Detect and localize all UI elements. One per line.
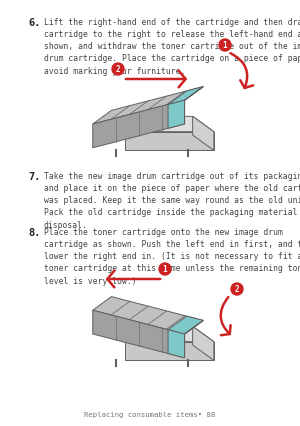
Text: Lift the right-hand end of the cartridge and then draw the
cartridge to the righ: Lift the right-hand end of the cartridge… bbox=[44, 18, 300, 75]
Text: 2: 2 bbox=[235, 285, 239, 294]
Text: 7.: 7. bbox=[28, 172, 40, 181]
Polygon shape bbox=[93, 101, 184, 148]
Circle shape bbox=[231, 283, 243, 295]
Polygon shape bbox=[124, 132, 214, 151]
Polygon shape bbox=[184, 321, 203, 358]
Text: 6.: 6. bbox=[28, 18, 40, 28]
Polygon shape bbox=[168, 317, 203, 334]
Text: 1: 1 bbox=[163, 265, 167, 274]
Polygon shape bbox=[93, 297, 203, 334]
Text: 2: 2 bbox=[116, 65, 120, 74]
Circle shape bbox=[112, 64, 124, 76]
Text: Replacing consumable items• 88: Replacing consumable items• 88 bbox=[84, 411, 216, 417]
Text: 1: 1 bbox=[223, 41, 227, 50]
Polygon shape bbox=[103, 117, 214, 132]
Text: Place the toner cartridge onto the new image drum
cartridge as shown. Push the l: Place the toner cartridge onto the new i… bbox=[44, 227, 300, 285]
Polygon shape bbox=[168, 101, 184, 129]
Polygon shape bbox=[93, 87, 203, 125]
Polygon shape bbox=[168, 87, 203, 105]
Polygon shape bbox=[193, 117, 214, 151]
Polygon shape bbox=[124, 342, 214, 360]
Circle shape bbox=[159, 263, 171, 275]
Circle shape bbox=[219, 40, 231, 52]
Polygon shape bbox=[93, 311, 184, 358]
Polygon shape bbox=[103, 327, 214, 342]
Polygon shape bbox=[168, 330, 184, 358]
Polygon shape bbox=[193, 327, 214, 360]
Polygon shape bbox=[184, 87, 203, 125]
Text: 8.: 8. bbox=[28, 227, 40, 237]
Text: Take the new image drum cartridge out of its packaging
and place it on the piece: Take the new image drum cartridge out of… bbox=[44, 172, 300, 229]
